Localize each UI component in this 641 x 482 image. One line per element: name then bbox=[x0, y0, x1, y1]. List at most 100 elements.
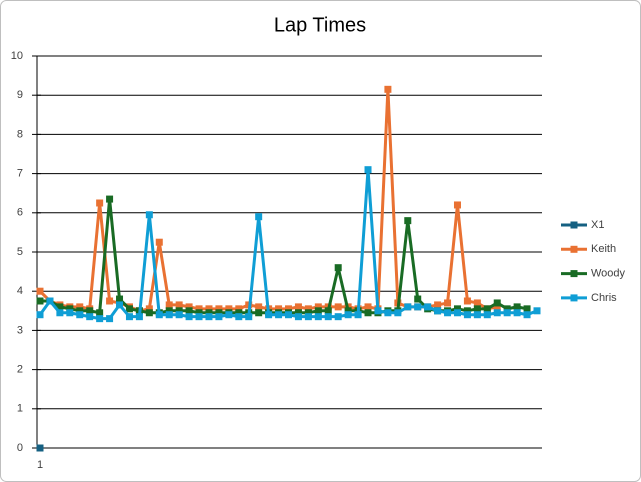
data-point bbox=[155, 238, 163, 246]
data-point bbox=[215, 313, 223, 321]
data-point bbox=[414, 295, 422, 303]
data-point bbox=[116, 295, 124, 303]
data-point bbox=[185, 313, 193, 321]
data-point bbox=[533, 307, 541, 315]
data-point bbox=[255, 309, 263, 317]
y-tick-label: 10 bbox=[11, 50, 23, 62]
data-point bbox=[36, 444, 44, 452]
data-point bbox=[364, 166, 372, 174]
data-point bbox=[434, 301, 442, 309]
data-point bbox=[404, 217, 412, 225]
data-point bbox=[275, 305, 283, 313]
data-point bbox=[493, 299, 501, 307]
data-point bbox=[36, 297, 44, 305]
data-point bbox=[513, 309, 521, 317]
y-tick-label: 6 bbox=[17, 207, 23, 219]
data-point bbox=[314, 307, 322, 315]
data-point bbox=[205, 313, 213, 321]
data-point bbox=[463, 307, 471, 315]
data-point bbox=[265, 311, 273, 319]
data-point bbox=[285, 311, 292, 319]
y-tick-label: 1 bbox=[17, 403, 23, 415]
data-point bbox=[334, 313, 342, 321]
data-point bbox=[185, 303, 193, 311]
data-point bbox=[145, 309, 153, 317]
data-point bbox=[314, 303, 322, 311]
data-point bbox=[195, 313, 203, 321]
data-point bbox=[175, 307, 183, 315]
data-point bbox=[36, 287, 44, 295]
data-point bbox=[215, 305, 223, 313]
data-point bbox=[344, 311, 352, 319]
data-point bbox=[56, 303, 64, 311]
data-point bbox=[235, 309, 243, 317]
data-point bbox=[374, 307, 382, 315]
data-point bbox=[473, 311, 481, 319]
data-point bbox=[493, 309, 501, 317]
data-point bbox=[66, 305, 74, 313]
data-point bbox=[155, 311, 163, 319]
data-point bbox=[86, 313, 94, 321]
data-point bbox=[36, 311, 44, 319]
y-tick-label: 7 bbox=[17, 168, 23, 180]
data-point bbox=[96, 315, 104, 323]
data-point bbox=[165, 301, 173, 309]
legend-marker bbox=[570, 294, 578, 302]
data-point bbox=[294, 313, 302, 321]
y-tick-label: 3 bbox=[17, 324, 23, 336]
data-point bbox=[434, 307, 442, 315]
data-point bbox=[225, 305, 233, 313]
data-point bbox=[324, 313, 332, 321]
legend-label: Woody bbox=[591, 268, 626, 280]
data-point bbox=[483, 311, 491, 319]
data-point bbox=[165, 311, 173, 319]
data-point bbox=[255, 303, 263, 311]
data-point bbox=[76, 311, 84, 319]
data-point bbox=[523, 311, 531, 319]
data-point bbox=[523, 305, 531, 313]
data-point bbox=[205, 309, 213, 317]
data-point bbox=[96, 199, 104, 207]
data-point bbox=[453, 309, 461, 317]
y-tick-label: 2 bbox=[17, 364, 23, 376]
data-point bbox=[444, 299, 452, 307]
data-point bbox=[125, 313, 133, 321]
y-tick-label: 0 bbox=[17, 442, 23, 454]
data-point bbox=[185, 307, 193, 315]
data-point bbox=[294, 309, 302, 317]
data-point bbox=[106, 315, 114, 323]
legend-label: Chris bbox=[591, 292, 617, 304]
data-point bbox=[304, 309, 312, 317]
data-point bbox=[135, 313, 143, 321]
chart-title: Lap Times bbox=[274, 14, 366, 36]
data-point bbox=[424, 303, 432, 311]
data-point bbox=[473, 305, 481, 313]
data-point bbox=[513, 303, 521, 311]
data-point bbox=[483, 305, 491, 313]
legend-label: Keith bbox=[591, 243, 616, 255]
data-point bbox=[235, 305, 243, 313]
data-point bbox=[304, 305, 312, 313]
data-point bbox=[125, 305, 133, 313]
data-point bbox=[473, 299, 481, 307]
data-point bbox=[175, 301, 183, 309]
data-point bbox=[116, 301, 124, 309]
data-point bbox=[245, 313, 253, 321]
y-tick-label: 9 bbox=[17, 89, 23, 101]
data-point bbox=[76, 307, 84, 315]
data-point bbox=[145, 305, 153, 313]
legend-marker bbox=[570, 245, 578, 253]
data-point bbox=[503, 309, 511, 317]
data-point bbox=[76, 303, 84, 311]
data-point bbox=[86, 307, 94, 315]
data-point bbox=[106, 297, 114, 305]
data-point bbox=[503, 305, 511, 313]
data-point bbox=[364, 309, 372, 317]
legend-marker bbox=[570, 270, 578, 278]
data-point bbox=[334, 303, 342, 311]
data-point bbox=[394, 309, 402, 317]
data-point bbox=[453, 305, 461, 313]
data-point bbox=[384, 85, 392, 93]
